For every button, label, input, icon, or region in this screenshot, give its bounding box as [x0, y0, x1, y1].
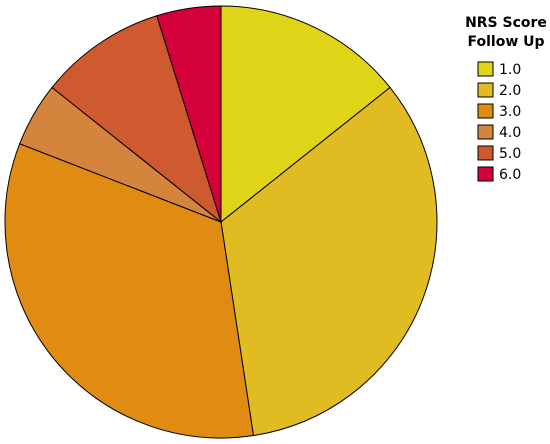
pie-slice	[51, 15, 222, 224]
pie-slice	[220, 86, 438, 437]
legend-title: Follow Up	[467, 34, 544, 50]
legend-title: NRS Score	[465, 15, 547, 31]
legend-label: 4.0	[499, 125, 521, 141]
pie-slice	[220, 5, 391, 224]
legend-swatch	[477, 61, 494, 77]
legend-swatch	[477, 145, 494, 161]
legend-swatch	[477, 103, 494, 119]
legend-label: 1.0	[499, 62, 521, 78]
legend-swatch	[477, 124, 494, 140]
pie-slice	[156, 5, 222, 223]
legend-label: 2.0	[499, 83, 521, 99]
legend-swatch	[477, 166, 494, 182]
pie-slice	[4, 143, 255, 439]
legend-label: 5.0	[499, 146, 521, 162]
legend-label: 6.0	[499, 167, 521, 183]
legend-swatch	[477, 82, 494, 98]
legend-label: 3.0	[499, 104, 521, 120]
